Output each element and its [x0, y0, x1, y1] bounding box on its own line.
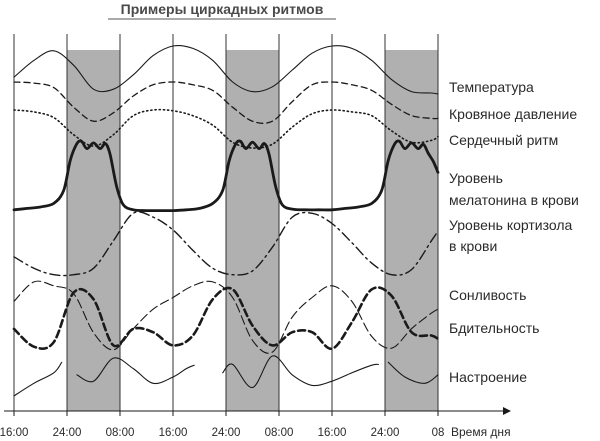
- night-band-2: [226, 50, 279, 411]
- series-line-8-seg-1: [13, 361, 63, 397]
- series-label: мелатонина в крови: [449, 192, 579, 208]
- chart-title: Примеры циркадных ритмов: [121, 1, 324, 17]
- series-4: [12, 139, 440, 213]
- series-line-8-seg-4: [387, 361, 439, 384]
- series-line-6: [13, 280, 439, 354]
- x-tick-label: 16:00: [159, 427, 188, 439]
- series-label: Кровяное давление: [449, 106, 577, 122]
- series-line-8-seg-2: [76, 357, 195, 385]
- series-line-2: [13, 81, 439, 124]
- series-2: [13, 81, 439, 124]
- x-tick-label: 08:00: [106, 427, 135, 439]
- series-label: Температура: [449, 79, 534, 95]
- series-line-4: [12, 139, 440, 213]
- series-line-5: [13, 211, 439, 277]
- series-label: Сонливость: [449, 287, 526, 303]
- series-line-8-seg-3: [222, 355, 379, 389]
- x-axis-arrow: [503, 407, 511, 415]
- x-axis-label: Время дня: [451, 425, 511, 439]
- x-tick-label: 08:00: [265, 427, 294, 439]
- x-tick-label: 24:00: [212, 427, 241, 439]
- series-label: Сердечный ритм: [449, 132, 558, 148]
- series-1: [13, 44, 439, 95]
- x-tick-label: 24:00: [371, 427, 400, 439]
- series-label: Уровень кортизола: [449, 217, 573, 233]
- series-line-3: [13, 108, 439, 149]
- series-6: [13, 280, 439, 354]
- series-label: в крови: [449, 238, 497, 254]
- series-label: Уровень: [449, 170, 503, 186]
- x-tick-label: 16:00: [0, 427, 28, 439]
- series-3: [13, 108, 439, 149]
- series-label: Настроение: [449, 369, 527, 385]
- x-tick-label: 08: [432, 427, 445, 439]
- series-line-1: [13, 44, 439, 95]
- series-5: [13, 211, 439, 277]
- x-tick-label: 16:00: [318, 427, 347, 439]
- x-tick-label: 24:00: [53, 427, 82, 439]
- night-band-1: [67, 50, 120, 411]
- series-8: [13, 355, 439, 397]
- night-band-3: [385, 50, 438, 411]
- series-label: Бдительность: [449, 320, 539, 336]
